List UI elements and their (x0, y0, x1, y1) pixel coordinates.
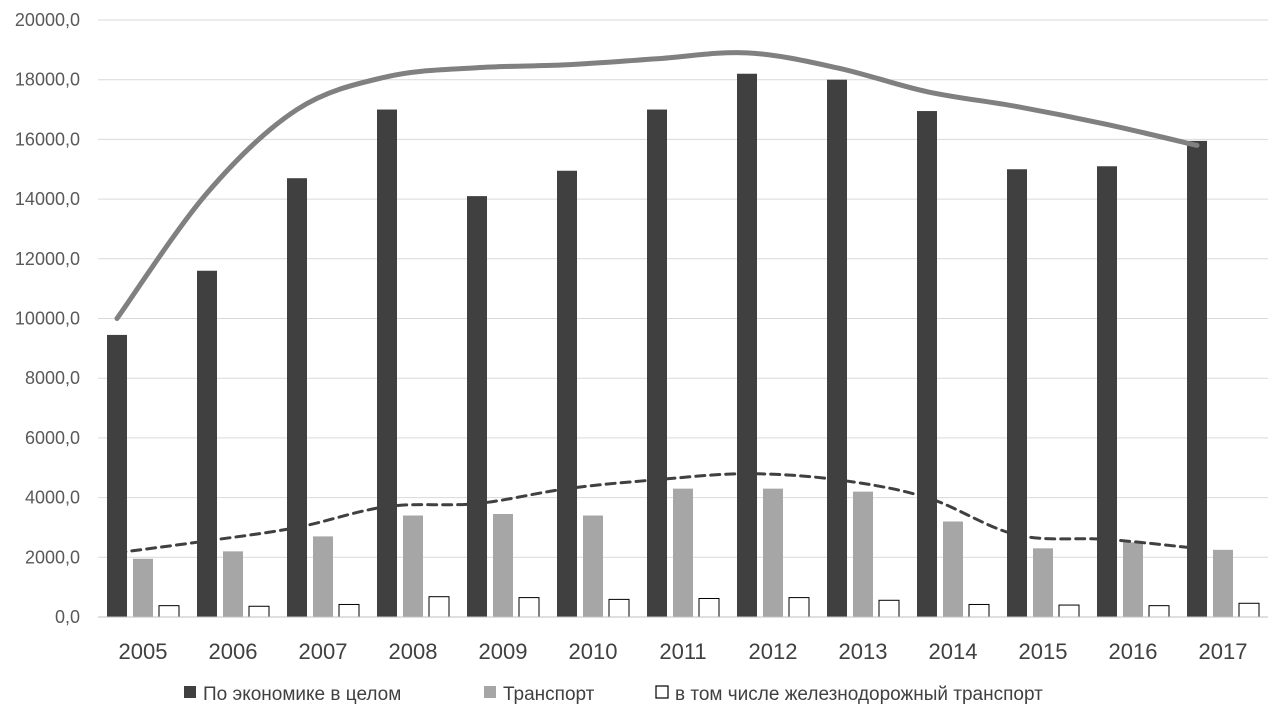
bar-economy (467, 196, 487, 618)
bar-railway (518, 597, 540, 618)
bar-transport (403, 515, 423, 617)
legend: По экономике в целом Транспорт в том чис… (184, 684, 1043, 705)
trendline-economy (114, 50, 1200, 321)
bar-economy (647, 109, 667, 618)
legend-label-economy: По экономике в целом (203, 684, 401, 705)
bar-economy (1097, 166, 1117, 617)
bar-railway (158, 605, 180, 618)
bar-economy (1187, 140, 1207, 617)
bar-transport (493, 514, 513, 617)
bar-railway (878, 599, 900, 618)
bar-economy (557, 170, 577, 617)
x-tick-label: 2015 (1019, 639, 1068, 664)
x-tick-label: 2017 (1199, 639, 1248, 664)
y-tick-label: 12000,0 (15, 249, 80, 269)
bar-railway (968, 603, 990, 618)
bar-transport (1213, 549, 1233, 617)
bar-railway (248, 605, 270, 618)
y-tick-label: 10000,0 (15, 309, 80, 329)
y-tick-label: 0,0 (55, 607, 80, 627)
y-axis-ticks: 0,0 2000,0 4000,0 6000,0 8000,0 10000,0 12000,… (15, 10, 80, 627)
bar-railway (788, 597, 810, 618)
legend-label-transport: Транспорт (503, 684, 595, 705)
x-tick-label: 2006 (209, 639, 258, 664)
y-tick-label: 4000,0 (25, 488, 80, 508)
bar-railway (1058, 604, 1080, 618)
bar-transport (1033, 548, 1053, 617)
bar-railway (428, 596, 450, 618)
y-tick-label: 2000,0 (25, 547, 80, 567)
y-tick-label: 18000,0 (15, 70, 80, 90)
x-tick-label: 2016 (1109, 639, 1158, 664)
x-tick-label: 2011 (659, 639, 706, 664)
legend-swatch-economy (184, 686, 196, 698)
y-tick-label: 8000,0 (25, 368, 80, 388)
x-tick-label: 2010 (569, 639, 618, 664)
y-tick-label: 14000,0 (15, 189, 80, 209)
legend-label-railway: в том числе железнодорожный транспорт (675, 684, 1043, 705)
bar-transport (583, 515, 603, 617)
y-tick-label: 20000,0 (15, 10, 80, 30)
x-tick-label: 2009 (479, 639, 528, 664)
bar-transport (133, 558, 153, 617)
bar-economy (377, 109, 397, 618)
x-tick-label: 2013 (839, 639, 888, 664)
trendline-transport (115, 472, 1199, 555)
bar-economy (917, 111, 937, 617)
bar-transport (943, 521, 963, 617)
bar-economy (107, 334, 127, 617)
x-tick-label: 2012 (749, 639, 798, 664)
bar-transport (763, 488, 783, 617)
bar-transport (853, 491, 873, 617)
y-tick-label: 16000,0 (15, 129, 80, 149)
x-tick-label: 2014 (929, 639, 978, 664)
bar-transport (223, 551, 243, 617)
legend-swatch-railway (655, 685, 669, 699)
x-tick-label: 2008 (389, 639, 438, 664)
bar-economy (197, 270, 217, 617)
legend-swatch-transport (484, 686, 496, 698)
y-tick-label: 6000,0 (25, 428, 80, 448)
bar-economy (737, 73, 757, 618)
bar-railway (1148, 605, 1170, 618)
bar-transport (673, 488, 693, 617)
bars (107, 73, 1260, 618)
bar-railway (698, 597, 720, 618)
trendlines (114, 50, 1200, 555)
bar-transport (313, 536, 333, 617)
bar-railway (608, 598, 630, 618)
bar-railway (1238, 602, 1260, 618)
x-axis-ticks: 2005 2006 2007 2008 2009 2010 2011 2012 2013 2014… (119, 639, 1248, 664)
bar-economy (287, 178, 307, 617)
bar-railway (338, 603, 360, 618)
bar-economy (827, 79, 847, 617)
bar-transport (1123, 542, 1143, 617)
bar-economy (1007, 169, 1027, 617)
x-tick-label: 2007 (299, 639, 348, 664)
x-tick-label: 2005 (119, 639, 168, 664)
